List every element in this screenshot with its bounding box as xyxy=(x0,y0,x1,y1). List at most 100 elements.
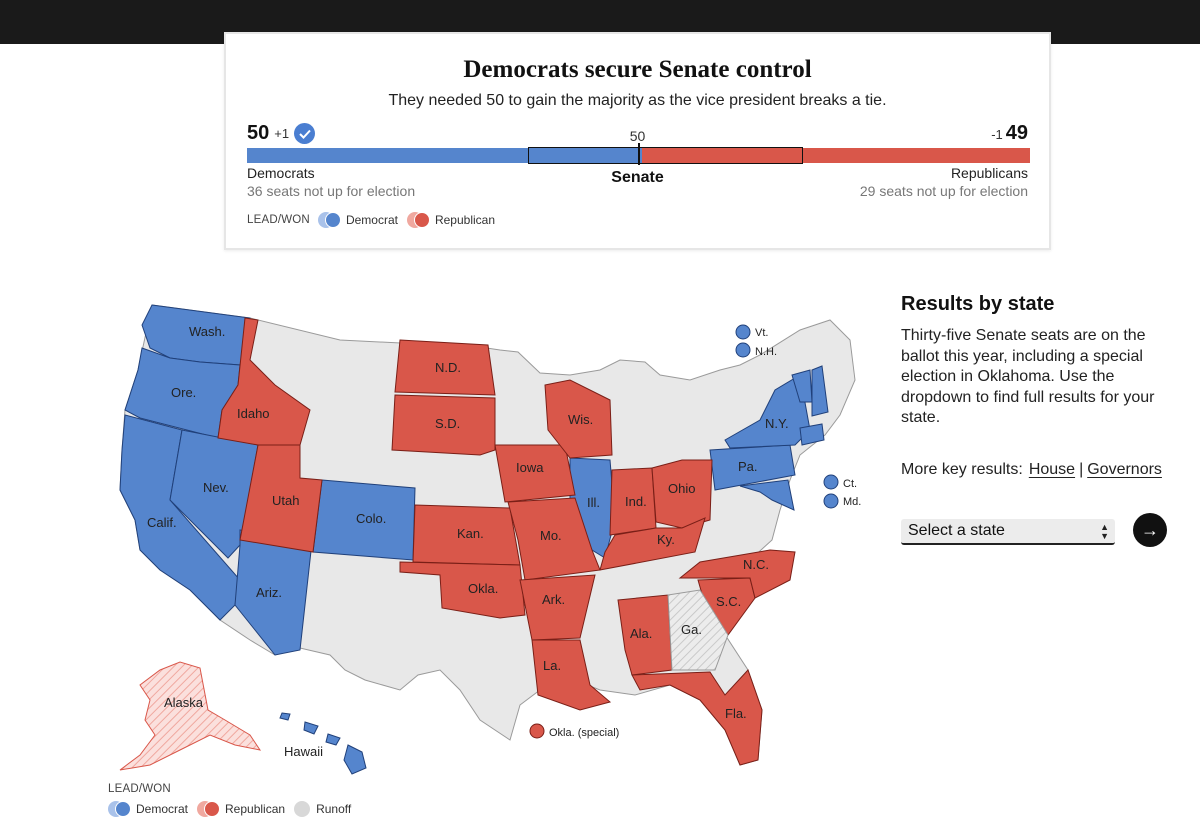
state-ga[interactable] xyxy=(667,589,729,671)
marker-md[interactable] xyxy=(823,493,839,509)
marker-nh[interactable] xyxy=(735,342,751,358)
arrow-right-icon: → xyxy=(1141,519,1159,540)
label-sc: S.C. xyxy=(716,594,741,609)
marker-ct[interactable] xyxy=(823,474,839,490)
contested-seats-box xyxy=(528,147,803,164)
senate-results-map: Wash. Ore. Calif. Nev. Idaho Utah Ariz. … xyxy=(100,290,890,790)
page-subtitle: They needed 50 to gain the majority as t… xyxy=(388,92,887,109)
label-colo: Colo. xyxy=(356,511,386,526)
label-ky: Ky. xyxy=(657,532,675,547)
label-calif: Calif. xyxy=(147,515,177,530)
label-ala: Ala. xyxy=(630,626,652,641)
democrat-swatch-icon xyxy=(108,801,132,817)
state-wis[interactable] xyxy=(544,379,613,459)
state-alaska[interactable] xyxy=(119,661,262,771)
label-fla: Fla. xyxy=(725,706,747,721)
runoff-swatch-icon xyxy=(294,801,312,817)
go-button[interactable]: → xyxy=(1133,513,1167,547)
link-separator: | xyxy=(1079,460,1084,478)
majority-line xyxy=(638,143,640,165)
marker-okla-special[interactable] xyxy=(529,723,545,739)
state-ariz[interactable] xyxy=(234,529,313,656)
label-md: Md. xyxy=(843,496,861,508)
label-idaho: Idaho xyxy=(237,406,270,421)
state-sd[interactable] xyxy=(391,394,496,456)
sidebar-description: Thirty-five Senate seats are on the ball… xyxy=(901,327,1155,427)
label-mo: Mo. xyxy=(540,528,562,543)
state-hawaii-mid xyxy=(303,721,319,735)
state-select-value: Select a state xyxy=(908,522,1005,539)
state-nh[interactable] xyxy=(811,365,829,417)
dem-seat-bar xyxy=(247,148,643,163)
label-iowa: Iowa xyxy=(516,460,544,475)
state-md[interactable] xyxy=(739,479,795,511)
state-ky[interactable] xyxy=(599,517,706,571)
label-vt: Vt. xyxy=(755,327,768,339)
state-hawaii-big[interactable] xyxy=(343,744,367,775)
label-ny: N.Y. xyxy=(765,416,789,431)
check-circle-icon xyxy=(294,123,316,144)
state-fla[interactable] xyxy=(631,669,763,766)
label-ohio: Ohio xyxy=(668,481,695,496)
map-legend-republican: Republican xyxy=(197,801,285,817)
legend-democrat: Democrat xyxy=(317,212,398,228)
label-nc: N.C. xyxy=(743,557,769,572)
dem-seat-change: +1 xyxy=(274,126,290,141)
label-nd: N.D. xyxy=(435,360,461,375)
label-nev: Nev. xyxy=(203,480,229,495)
label-ark: Ark. xyxy=(542,592,565,607)
rep-seat-count: -1 49 xyxy=(991,122,1028,145)
majority-threshold: 50 xyxy=(629,128,646,144)
label-ore: Ore. xyxy=(171,385,196,400)
dem-party-label: Democrats xyxy=(247,165,315,181)
state-iowa[interactable] xyxy=(494,444,576,503)
label-ariz: Ariz. xyxy=(256,585,282,600)
legend-title: LEAD/WON xyxy=(247,214,310,226)
state-utah[interactable] xyxy=(239,444,323,553)
state-select-dropdown[interactable]: Select a state ▲ ▼ xyxy=(901,519,1115,545)
map-legend-democrat: Democrat xyxy=(108,801,188,817)
label-hawaii: Hawaii xyxy=(284,744,323,759)
label-kan: Kan. xyxy=(457,526,484,541)
dem-seats-value: 50 xyxy=(247,122,270,144)
state-ark[interactable] xyxy=(519,574,596,641)
marker-vt[interactable] xyxy=(735,324,751,340)
label-okla-special: Okla. (special) xyxy=(549,727,619,739)
label-ct: Ct. xyxy=(843,478,857,490)
dem-seat-count: 50 +1 xyxy=(247,122,316,145)
label-nh: N.H. xyxy=(755,346,777,358)
state-nc[interactable] xyxy=(678,549,796,599)
label-alaska: Alaska xyxy=(164,695,204,710)
label-wash: Wash. xyxy=(189,324,225,339)
label-ga: Ga. xyxy=(681,622,702,637)
state-ohio[interactable] xyxy=(651,459,713,529)
sidebar-title: Results by state xyxy=(901,293,1055,315)
map-legend-title: LEAD/WON xyxy=(108,783,171,795)
state-okla[interactable] xyxy=(399,561,526,619)
republican-swatch-icon xyxy=(406,212,431,228)
label-ill: Ill. xyxy=(587,495,600,510)
key-results-label: More key results: xyxy=(901,460,1023,478)
state-nd[interactable] xyxy=(394,339,496,396)
label-pa: Pa. xyxy=(738,459,758,474)
house-link[interactable]: House xyxy=(1028,460,1076,478)
legend-democrat-label: Democrat xyxy=(345,213,398,227)
map-legend: Democrat Republican Runoff xyxy=(108,801,360,817)
map-legend-runoff: Runoff xyxy=(294,801,351,817)
page-title: Democrats secure Senate control xyxy=(463,56,812,83)
label-sd: S.D. xyxy=(435,416,460,431)
state-ala[interactable] xyxy=(617,594,673,676)
map-legend-democrat-label: Democrat xyxy=(136,802,189,816)
label-utah: Utah xyxy=(272,493,299,508)
rep-seat-change: -1 xyxy=(991,127,1003,142)
map-legend-republican-label: Republican xyxy=(225,802,286,816)
label-okla: Okla. xyxy=(468,581,498,596)
state-ct[interactable] xyxy=(799,423,825,446)
card-legend: LEAD/WON Democrat Republican xyxy=(247,212,504,228)
state-la[interactable] xyxy=(531,639,612,711)
state-hawaii-west xyxy=(279,712,291,721)
updown-arrows-icon: ▲ ▼ xyxy=(1100,522,1109,541)
republican-swatch-icon xyxy=(197,801,221,817)
dem-not-up-label: 36 seats not up for election xyxy=(247,183,416,199)
governors-link[interactable]: Governors xyxy=(1087,460,1162,478)
